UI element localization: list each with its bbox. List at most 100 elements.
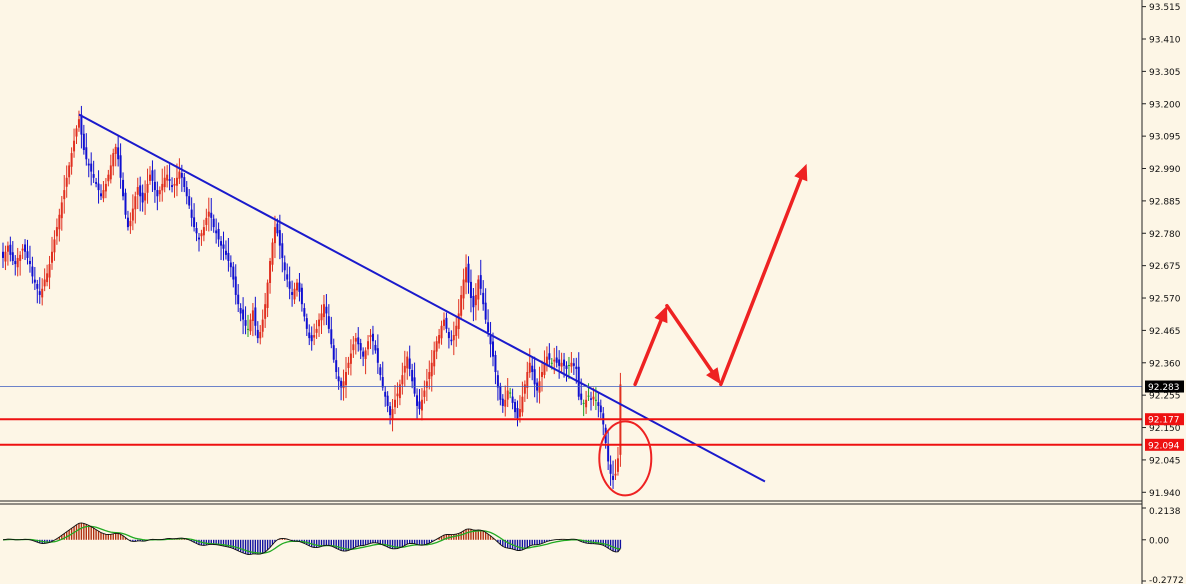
candle-body [43,279,46,287]
candle-body [175,177,178,186]
candle-body [136,187,139,195]
candle-body [156,190,159,197]
candle-body [560,362,563,367]
candle-body [251,310,254,321]
candle-body [381,377,384,388]
macd-signal-line [2,525,621,554]
candle-body [114,146,117,154]
candle-body [215,230,218,234]
candle-body [362,351,365,357]
candle-body [266,282,269,308]
axis-tick-label: 92.570 [1149,295,1181,305]
forecast-arrowhead [794,163,808,182]
candle-body [112,153,115,167]
candle-body [19,254,22,261]
candle-body [131,208,134,221]
axis-tick-label: 92.675 [1149,262,1181,272]
candlestick-layer [2,105,622,489]
candle-body [14,261,17,265]
candle-body [90,163,93,172]
candle-body [528,362,531,373]
candle-body [533,369,536,385]
candle-body [220,241,223,246]
candle-body [227,252,230,262]
candle-body [616,458,619,472]
candle-body [51,251,53,263]
candle-body [119,155,122,178]
candle-body [107,174,110,182]
candle-body [109,165,112,180]
candle-body [504,399,507,407]
candle-body [222,244,225,249]
candle-body [526,372,529,388]
candle-body [438,335,441,344]
candle-body [460,294,463,316]
candle-body [612,475,615,480]
candle-body [398,384,401,399]
candle-body [345,372,347,386]
candle-body [188,196,191,206]
candle-body [239,308,242,314]
candle-body [4,251,7,262]
candle-body [364,350,367,360]
candle-body [575,366,578,369]
candle-body [151,170,154,181]
axis-tick-label: 92.150 [1149,424,1181,434]
candle-body [82,133,85,151]
candle-body [11,252,14,262]
candle-body [563,359,566,366]
candle-body [33,279,36,283]
axis-tick-label: 93.305 [1149,68,1181,78]
candle-body [327,316,330,329]
candle-body [288,281,291,289]
candle-body [144,193,147,201]
candle-body [261,319,264,332]
axis-tick-label: 92.885 [1149,197,1181,207]
candle-body [300,287,303,305]
candle-body [291,292,294,295]
candle-body [482,292,485,305]
axis-tick-label: 91.940 [1149,489,1181,499]
candle-body [342,381,345,389]
candle-body [185,187,188,197]
candle-body [100,193,102,197]
candle-body [207,211,210,217]
axis-tick-label: 92.045 [1149,456,1181,466]
candle-body [141,192,144,203]
candle-body [163,177,166,188]
candle-body [335,360,338,373]
candle-body [330,329,333,345]
level-price-tag-box [1145,438,1184,451]
candle-body [349,353,352,364]
candle-body [489,335,492,345]
candle-body [259,331,262,339]
candle-body [403,365,406,373]
candle-body [298,282,301,292]
axis-tick-label: 93.200 [1149,100,1181,110]
candle-body [369,335,372,338]
candle-body [276,223,279,234]
candle-body [570,362,573,367]
candle-body [104,183,107,192]
overlay-layer [0,113,1142,497]
candle-body [26,251,29,258]
candle-body [565,365,568,369]
candle-body [452,335,455,341]
candle-body [173,183,176,186]
candle-body [296,282,298,291]
candle-body [178,171,181,179]
candle-body [237,294,240,305]
candle-body [322,304,325,318]
candle-body [340,380,343,388]
level-price-tag-box [1145,413,1184,426]
candle-body [70,153,73,167]
candle-body [264,304,267,319]
candle-body [195,227,198,234]
candle-body [420,399,423,411]
candle-body [357,337,360,345]
sub-axis-tick-label: 0.2138 [1149,507,1181,517]
candle-body [320,313,323,321]
candle-body [87,163,90,166]
forecast-arrowhead [706,367,721,385]
